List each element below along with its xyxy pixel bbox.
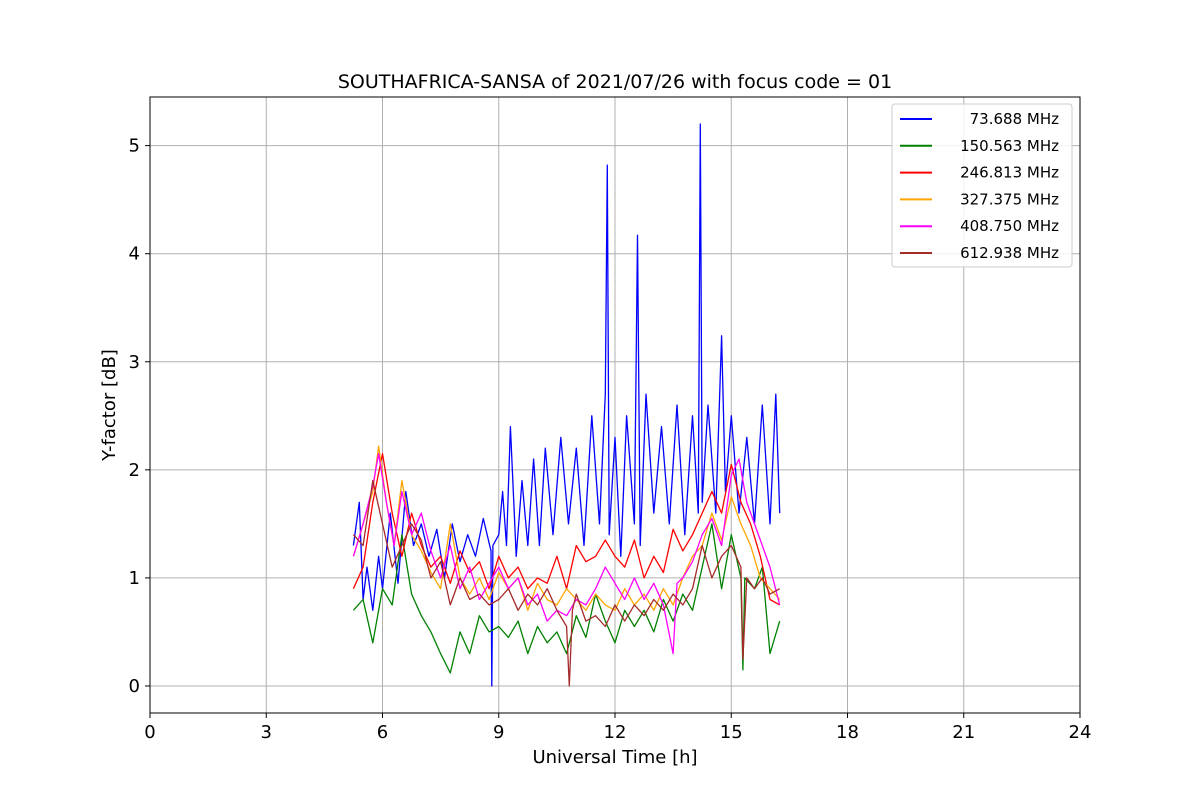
legend-entry: 246.813 MHz <box>960 164 1059 182</box>
x-tick-label: 6 <box>377 722 388 743</box>
series-line-3 <box>352 445 781 611</box>
x-tick-label: 0 <box>144 722 155 743</box>
series-line-1 <box>352 523 781 674</box>
series-line-0 <box>352 123 781 687</box>
legend-entry: 612.938 MHz <box>960 244 1059 262</box>
x-tick-label: 18 <box>836 722 859 743</box>
x-tick-label: 9 <box>493 722 504 743</box>
legend: 73.688 MHz 150.563 MHz 246.813 MHz 327.375 … <box>891 103 1073 268</box>
x-tick-label: 15 <box>720 722 743 743</box>
y-tick-label: 4 <box>129 244 140 265</box>
series-line-4 <box>352 452 781 655</box>
x-axis-label: Universal Time [h] <box>532 747 697 768</box>
chart-title: SOUTHAFRICA-SANSA of 2021/07/26 with foc… <box>338 71 892 93</box>
y-tick-label: 3 <box>129 352 140 373</box>
x-tick-label: 21 <box>952 722 975 743</box>
legend-entry: 327.375 MHz <box>960 190 1059 208</box>
legend-box <box>891 103 1073 268</box>
x-tick-label: 12 <box>604 722 627 743</box>
y-tick-label: 2 <box>129 460 140 481</box>
y-axis-label: Y-factor [dB] <box>99 349 120 462</box>
legend-entry: 73.688 MHz <box>970 110 1059 128</box>
y-tick-label: 5 <box>129 136 140 157</box>
legend-entry: 408.750 MHz <box>960 217 1059 235</box>
x-tick-label: 3 <box>261 722 272 743</box>
y-tick-label: 0 <box>129 676 140 697</box>
x-tick-label: 24 <box>1069 722 1092 743</box>
series-line-5 <box>352 479 781 687</box>
y-tick-label: 1 <box>129 568 140 589</box>
series-lines <box>352 123 781 687</box>
legend-entry: 150.563 MHz <box>960 137 1059 155</box>
